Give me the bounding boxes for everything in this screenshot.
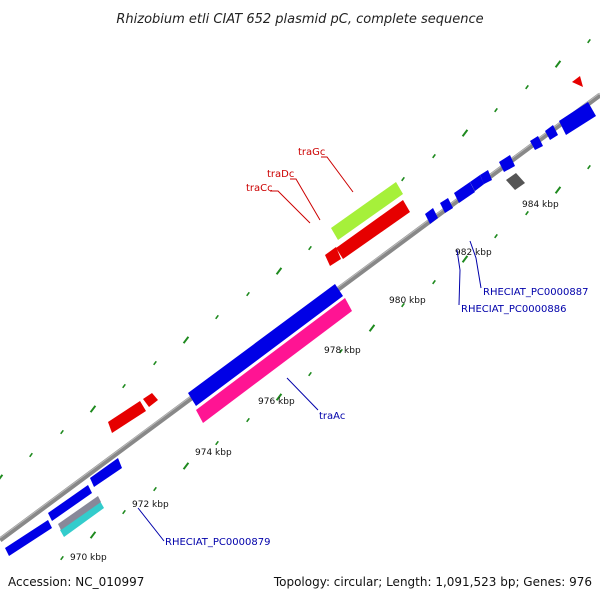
gene-arrow-blue-985b[interactable] [545,125,558,140]
gene-arrow-traAc[interactable] [196,298,352,423]
leader-traDc [290,178,321,221]
tick-mark [525,84,529,90]
tick-labels: 970 kbp 972 kbp 974 kbp 976 kbp 978 kbp … [70,200,559,563]
tick-mark [432,279,436,285]
tick-mark [215,440,219,446]
tick-mark [587,38,591,44]
tick-mark [0,474,4,480]
tick-mark [153,486,157,492]
gene-arrow-blue-983b[interactable] [470,175,484,191]
leader-traCc [270,190,311,224]
gene-arrow-blue-982b[interactable] [440,198,453,213]
gene-arrow-red-975[interactable] [108,401,146,433]
gene-label-traCc[interactable]: traCc [246,183,273,194]
tick-mark [461,129,469,137]
gene-arrow-blue-986[interactable] [559,102,596,135]
tick-mark [308,245,312,251]
gene-arrow-red-975b[interactable] [143,393,158,407]
gene-arrow-gray-970[interactable] [58,496,101,530]
tick-label-970: 970 kbp [70,553,107,563]
tick-mark [122,509,126,515]
tick-mark [339,348,343,354]
tick-mark [461,255,469,263]
tick-mark [587,164,591,170]
gene-arrow-traGc[interactable] [331,182,403,240]
map-title: Rhizobium etli CIAT 652 plasmid pC, comp… [116,12,483,27]
tick-mark [153,360,157,366]
accession-text: Accession: NC_010997 [8,575,144,589]
tick-mark [494,233,498,239]
gene-arrow-traCc[interactable] [325,247,341,266]
tick-mark [401,176,405,182]
tick-mark [89,405,97,413]
gene-arrow-blue-983c[interactable] [480,170,492,184]
gene-arrow-traAc-lower-blue[interactable] [188,284,343,406]
tick-mark [89,531,97,539]
leader-traGc [321,156,354,193]
tick-mark [246,417,250,423]
tick-label-984: 984 kbp [522,200,559,210]
leader-pc0000886 [456,249,461,306]
tick-mark [215,314,219,320]
topology-summary-text: Topology: circular; Length: 1,091,523 bp… [273,575,592,589]
tick-mark [401,302,405,308]
tick-mark [182,336,190,344]
tick-mark [29,452,33,458]
tick-mark [182,462,190,470]
tick-mark [275,393,283,401]
gene-label-traAc[interactable]: traAc [319,411,345,422]
tick-mark [60,555,64,561]
tick-label-974: 974 kbp [195,448,232,458]
gene-arrow-red-986[interactable] [572,76,583,87]
gene-label-pc0000887[interactable]: RHECIAT_PC0000887 [483,287,588,298]
gene-arrow-cyan-970[interactable] [60,501,104,537]
gene-label-traGc[interactable]: traGc [298,147,325,158]
tick-mark [554,186,562,194]
gene-label-leaders [137,156,482,542]
leader-traAc [286,377,319,411]
gene-arrow-blue-983a[interactable] [454,182,475,203]
gene-arrow-blue-984[interactable] [499,155,515,172]
gene-arrow-gray-984[interactable] [506,173,525,190]
tick-mark [308,371,312,377]
gene-label-pc0000886[interactable]: RHECIAT_PC0000886 [461,304,566,315]
gene-label-traDc[interactable]: traDc [267,169,294,180]
leader-pc0000879 [137,507,165,542]
tick-label-980: 980 kbp [389,296,426,306]
tick-mark [246,291,250,297]
gene-label-pc0000879[interactable]: RHECIAT_PC0000879 [165,537,270,548]
tick-mark [494,107,498,113]
tick-mark [368,324,376,332]
tick-label-972: 972 kbp [132,500,169,510]
tick-label-978: 978 kbp [324,346,361,356]
tick-mark [122,383,126,389]
gene-arrow-traDc[interactable] [336,200,410,259]
gene-labels: traGc traDc traCc traAc RHECIAT_PC000088… [165,147,588,548]
tick-mark [525,210,529,216]
leader-pc0000887 [469,240,482,289]
gene-features [5,76,596,556]
tick-label-976: 976 kbp [258,397,295,407]
tick-label-982: 982 kbp [455,248,492,258]
tick-mark [554,60,562,68]
gene-arrow-blue-985a[interactable] [530,136,543,150]
tick-mark [275,267,283,275]
gene-arrow-blue-968[interactable] [5,520,52,556]
tick-dots [0,38,591,561]
tick-mark [432,153,436,159]
tick-mark [60,429,64,435]
gene-arrow-blue-982a[interactable] [425,208,438,224]
gene-arrow-blue-971[interactable] [90,458,122,487]
gene-arrow-blue-970[interactable] [48,485,92,521]
